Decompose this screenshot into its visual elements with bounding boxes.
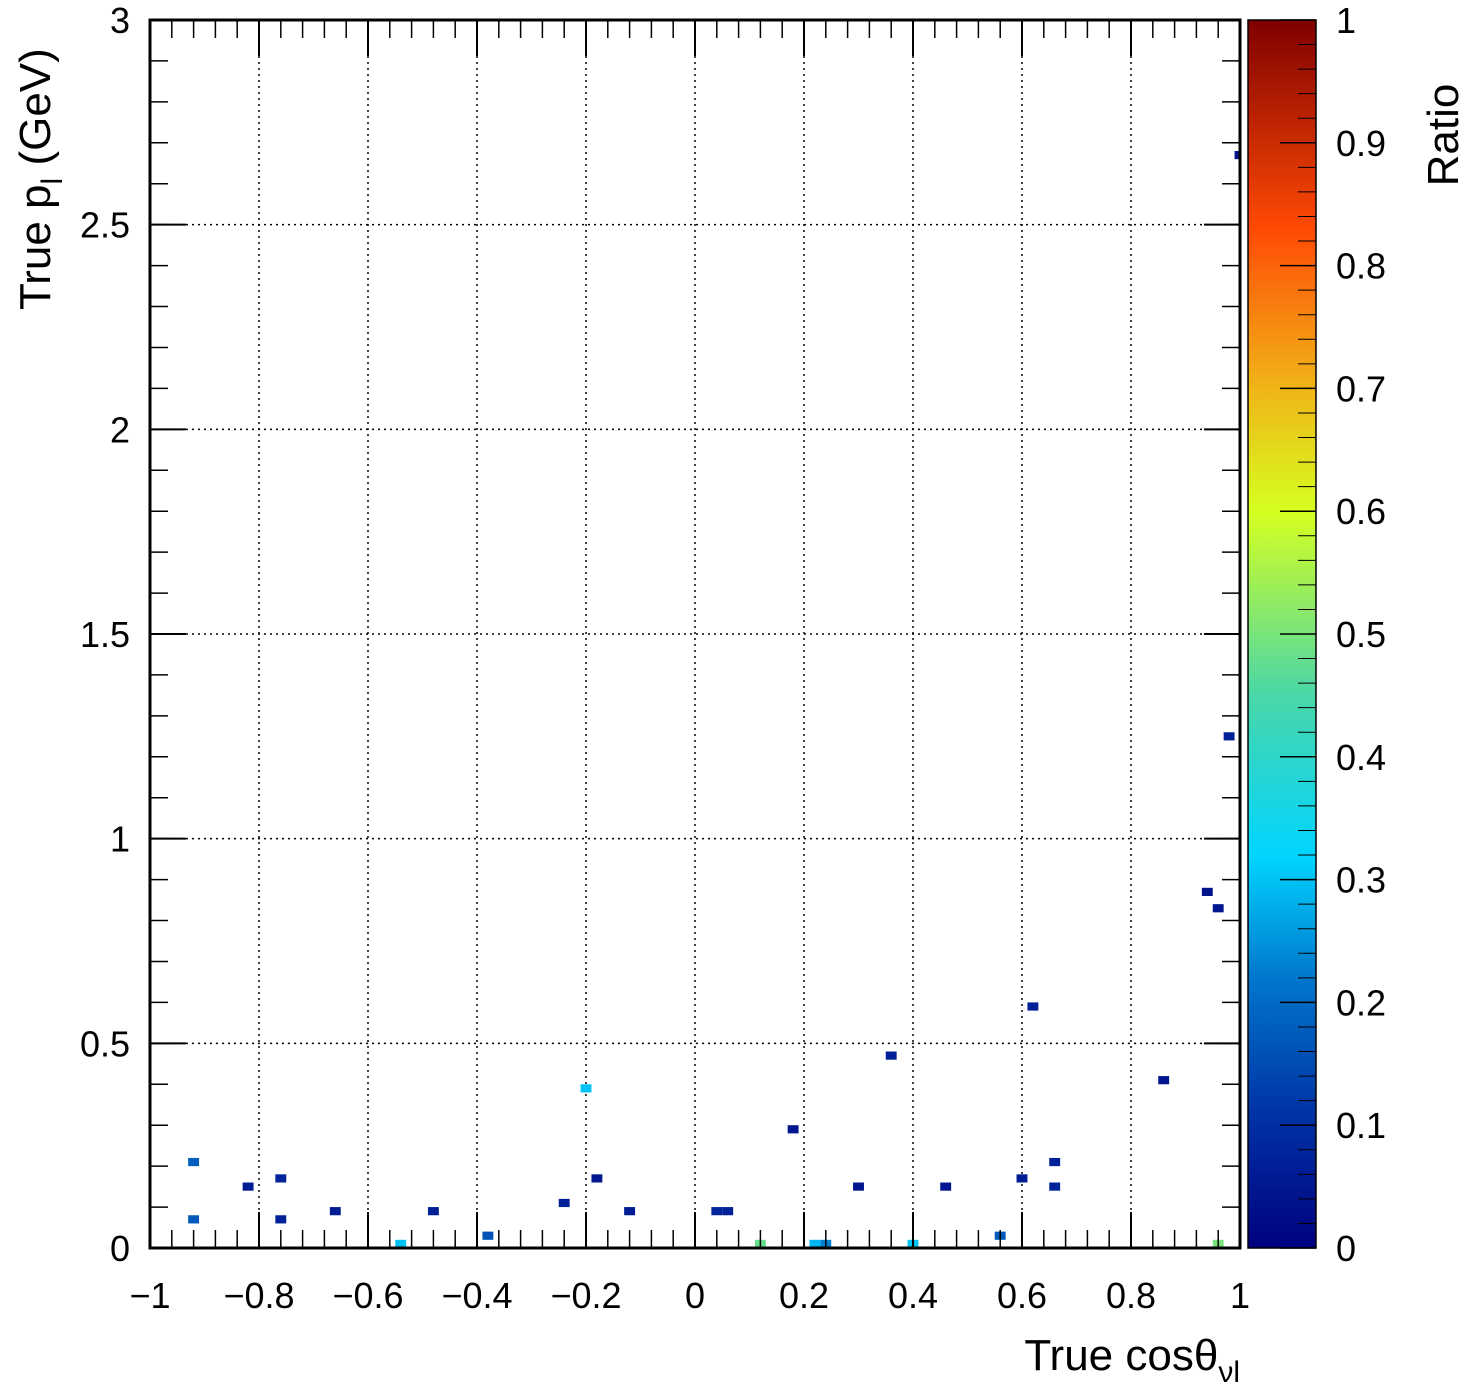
y-axis-title-sub: l <box>36 178 69 185</box>
heatmap-cell <box>1223 732 1235 741</box>
heatmap-cell <box>482 1231 494 1240</box>
z-tick-label: 0.7 <box>1336 368 1386 409</box>
heatmap-cell <box>809 1239 821 1248</box>
y-axis-title-suffix: (GeV) <box>11 48 60 178</box>
x-tick-label: 0.8 <box>1106 1275 1156 1316</box>
heatmap-cell <box>940 1182 952 1191</box>
x-axis-title: True cosθνl <box>1024 1331 1240 1385</box>
heatmap-cell <box>1234 150 1240 160</box>
x-tick-label: 0.2 <box>779 1275 829 1316</box>
heatmap-cell <box>1016 1174 1028 1183</box>
heatmap-cells <box>188 150 1240 1248</box>
heatmap-cell <box>427 1207 439 1216</box>
z-tick-label: 0.2 <box>1336 982 1386 1023</box>
heatmap-cell <box>591 1174 603 1183</box>
x-tick-label: −0.6 <box>332 1275 403 1316</box>
grid-lines <box>150 20 1240 1248</box>
x-axis-title-sub: νl <box>1218 1356 1240 1385</box>
heatmap-cell <box>1049 1182 1061 1191</box>
z-tick-label: 0 <box>1336 1228 1356 1269</box>
y-tick-label: 2.5 <box>80 205 130 246</box>
heatmap-cell <box>329 1207 341 1216</box>
x-tick-label: 0 <box>685 1275 705 1316</box>
heatmap-cell <box>580 1084 592 1093</box>
heatmap-cell <box>722 1207 734 1216</box>
z-tick-label: 0.6 <box>1336 491 1386 532</box>
heatmap-cell <box>1158 1076 1170 1085</box>
z-tick-label: 0.8 <box>1336 246 1386 287</box>
heatmap-cell <box>711 1207 723 1216</box>
y-tick-label: 1.5 <box>80 614 130 655</box>
heatmap-cell <box>188 1157 200 1167</box>
heatmap-cell <box>558 1198 570 1208</box>
heatmap-cell <box>787 1125 799 1134</box>
heatmap-cell <box>853 1182 864 1191</box>
z-tick-label: 0.9 <box>1336 123 1386 164</box>
heatmap-cell <box>1027 1002 1039 1011</box>
z-tick-label: 0.4 <box>1336 737 1386 778</box>
x-tick-label: 0.6 <box>997 1275 1047 1316</box>
z-tick-label: 0.3 <box>1336 860 1386 901</box>
heatmap-cell <box>188 1215 200 1224</box>
heatmap-cell <box>242 1182 254 1191</box>
y-axis-title: True pl (GeV) <box>11 48 69 310</box>
y-tick-label: 0 <box>110 1228 130 1269</box>
heatmap-cell <box>885 1051 897 1060</box>
y-tick-label: 0.5 <box>80 1023 130 1064</box>
x-tick-label: 0.4 <box>888 1275 938 1316</box>
heatmap-cell <box>1049 1157 1061 1167</box>
x-tick-label: −0.4 <box>441 1275 512 1316</box>
x-axis-title-main: True cosθ <box>1024 1331 1218 1380</box>
heatmap-cell <box>624 1207 636 1216</box>
z-tick-label: 1 <box>1336 0 1356 41</box>
color-scale-title: Ratio <box>1419 84 1466 187</box>
y-tick-label: 1 <box>110 819 130 860</box>
y-tick-label: 3 <box>110 0 130 41</box>
color-scale-ticks <box>1280 19 1316 1249</box>
x-tick-label: −0.8 <box>223 1275 294 1316</box>
axis-ticks <box>149 19 1241 1249</box>
z-tick-label: 0.5 <box>1336 614 1386 655</box>
z-tick-label: 0.1 <box>1336 1105 1386 1146</box>
heatmap-cell <box>395 1239 407 1248</box>
heatmap-cell <box>275 1215 287 1224</box>
heatmap-cell <box>1201 887 1213 896</box>
heatmap-cell <box>1212 904 1224 913</box>
x-tick-label: −0.2 <box>550 1275 621 1316</box>
x-tick-label: 1 <box>1230 1275 1250 1316</box>
x-tick-label: −1 <box>129 1275 170 1316</box>
y-axis-title-main: True p <box>11 184 60 310</box>
heatmap-cell <box>275 1174 287 1183</box>
y-tick-label: 2 <box>110 409 130 450</box>
